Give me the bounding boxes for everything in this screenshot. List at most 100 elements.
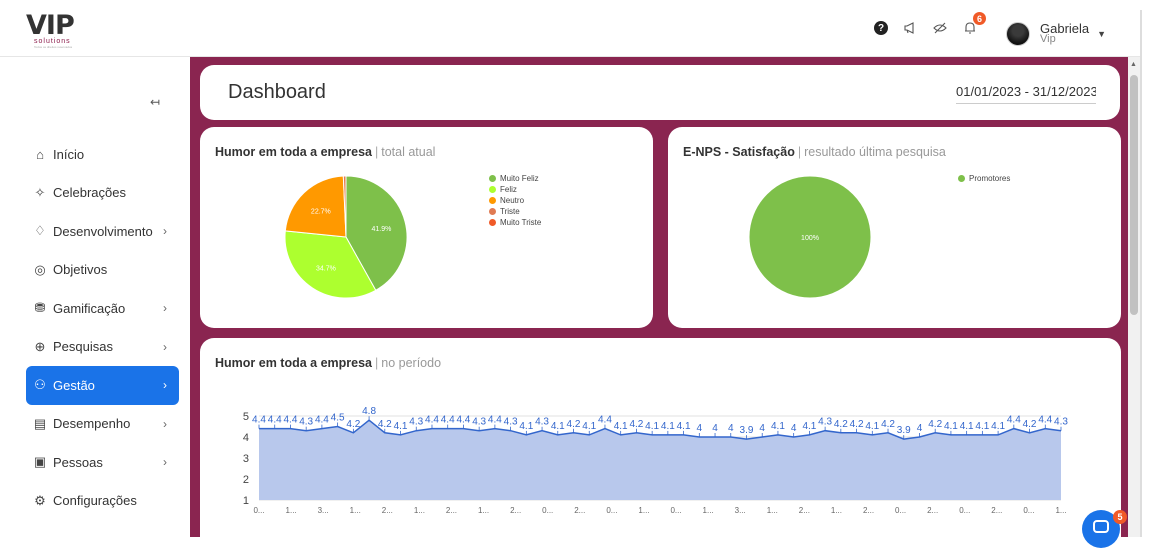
help-icon[interactable]: ? (874, 21, 888, 35)
sidebar-nav: ⌂ Início ✧ Celebrações ♢ Desenvolvimento › ◎ Obj… (26, 135, 179, 520)
legend-item[interactable]: Triste (489, 206, 541, 217)
data-label: 4.3 (409, 417, 423, 428)
data-label: 4.1 (614, 421, 628, 432)
bell-icon[interactable]: 6 (962, 12, 986, 36)
data-label: 4.2 (1023, 419, 1037, 430)
data-label: 4.2 (928, 419, 942, 430)
top-icons: ? 6 (874, 12, 986, 36)
data-label: 4.4 (598, 415, 612, 426)
legend-swatch (958, 175, 965, 182)
x-tick-label: 1... (831, 506, 842, 515)
data-label: 4 (728, 423, 734, 434)
sidebar-item-desenvolvimento[interactable]: ♢ Desenvolvimento › (26, 212, 179, 251)
x-tick-label: 0... (253, 506, 264, 515)
eye-off-icon[interactable] (932, 20, 948, 36)
x-tick-label: 2... (382, 506, 393, 515)
data-label: 4.2 (378, 419, 392, 430)
data-label: 4.4 (441, 415, 455, 426)
x-tick-label: 1... (350, 506, 361, 515)
x-tick-label: 0... (670, 506, 681, 515)
chevron-right-icon: › (163, 339, 167, 354)
sidebar-item-celebracoes[interactable]: ✧ Celebrações (26, 174, 179, 213)
legend-item[interactable]: Feliz (489, 184, 541, 195)
party-icon: ✧ (34, 184, 46, 200)
top-bar: VIP solutions Todos os direitos reservad… (0, 0, 1156, 57)
page-title: Dashboard (228, 81, 326, 103)
notification-badge: 6 (973, 12, 986, 25)
enps-pie-chart: 100% (748, 175, 872, 299)
y-tick-label: 1 (243, 495, 249, 507)
period-card: Humor em toda a empresa | no período 1 2 3 4 5… (200, 338, 1121, 537)
pie-slice[interactable] (345, 175, 408, 291)
user-name: Gabriela (1040, 21, 1090, 36)
sidebar-item-label: Pessoas (53, 454, 103, 470)
collapse-sidebar-icon[interactable]: ↤ (150, 95, 161, 109)
sidebar-item-label: Pesquisas (53, 339, 113, 355)
sidebar-item-label: Gamificação (53, 300, 126, 316)
megaphone-icon[interactable] (902, 20, 918, 36)
legend-swatch (489, 219, 496, 226)
sidebar-item-configuracoes[interactable]: ⚙ Configurações (26, 482, 179, 521)
sidebar-item-inicio[interactable]: ⌂ Início (26, 135, 179, 174)
pie-slice[interactable] (342, 175, 347, 238)
chevron-right-icon: › (163, 224, 167, 239)
y-tick-label: 5 (243, 411, 249, 423)
target-icon: ◎ (34, 261, 46, 277)
data-label: 4.3 (472, 417, 486, 428)
sidebar-item-gamificacao[interactable]: ⛃ Gamificação › (26, 289, 179, 328)
pie-slice[interactable] (748, 175, 872, 299)
data-label: 4.3 (535, 417, 549, 428)
handshake-icon: ♢ (34, 223, 46, 239)
legend-label: Muito Feliz (500, 174, 539, 183)
sidebar-item-label: Configurações (53, 493, 137, 509)
data-label: 4.1 (394, 421, 408, 432)
sidebar-item-pesquisas[interactable]: ⊕ Pesquisas › (26, 328, 179, 367)
legend-item[interactable]: Promotores (958, 173, 1010, 184)
y-tick-label: 4 (243, 432, 249, 444)
scrollbar-thumb[interactable] (1130, 75, 1138, 315)
sidebar-item-pessoas[interactable]: ▣ Pessoas › (26, 443, 179, 482)
user-menu[interactable]: Gabriela Vip ▼ (1006, 22, 1106, 46)
legend-item[interactable]: Neutro (489, 195, 541, 206)
sidebar-item-desempenho[interactable]: ▤ Desempenho › (26, 405, 179, 444)
sidebar-item-gestao[interactable]: ⚇ Gestão › (26, 366, 179, 405)
x-tick-label: 0... (542, 506, 553, 515)
x-tick-label: 2... (799, 506, 810, 515)
data-label: 4.4 (425, 415, 439, 426)
x-tick-label: 1... (414, 506, 425, 515)
area-fill (259, 420, 1061, 500)
sidebar: ↤ ⌂ Início ✧ Celebrações ♢ Desenvolvimento › ◎ O… (0, 57, 190, 537)
sidebar-item-objetivos[interactable]: ◎ Objetivos (26, 251, 179, 290)
pie-slice[interactable] (284, 230, 377, 299)
x-tick-label: 2... (863, 506, 874, 515)
dashboard-header: Dashboard 01/01/2023 - 31/12/2023 (200, 65, 1120, 120)
data-label: 4 (759, 423, 765, 434)
search-icon: ⊕ (34, 338, 46, 354)
data-label: 4.5 (331, 413, 345, 424)
scrollbar[interactable]: ▲ (1128, 57, 1140, 537)
scroll-up-icon[interactable]: ▲ (1130, 61, 1137, 68)
card-title-text: E-NPS - Satisfação (683, 145, 795, 159)
data-label: 4.3 (818, 417, 832, 428)
data-label: 4.4 (283, 415, 297, 426)
window-edge-line (1140, 10, 1142, 537)
data-label: 4.4 (456, 415, 470, 426)
x-tick-label: 1... (638, 506, 649, 515)
logo-text: VIP (26, 10, 75, 41)
data-label: 4 (917, 423, 923, 434)
x-tick-label: 1... (478, 506, 489, 515)
data-label: 4 (791, 423, 797, 434)
data-label: 4.2 (346, 419, 360, 430)
date-range-input[interactable]: 01/01/2023 - 31/12/2023 (956, 84, 1096, 104)
data-label: 4.4 (315, 415, 329, 426)
data-label: 4.4 (488, 415, 502, 426)
pie-slice[interactable] (284, 175, 347, 238)
series-line (259, 419, 1062, 440)
avatar (1006, 22, 1030, 46)
legend-item[interactable]: Muito Feliz (489, 173, 541, 184)
card-subtitle-text: total atual (381, 145, 436, 159)
legend-item[interactable]: Muito Triste (489, 217, 541, 228)
vip-logo[interactable]: VIP solutions Todos os direitos reservad… (26, 10, 86, 49)
data-label: 4.1 (661, 421, 675, 432)
